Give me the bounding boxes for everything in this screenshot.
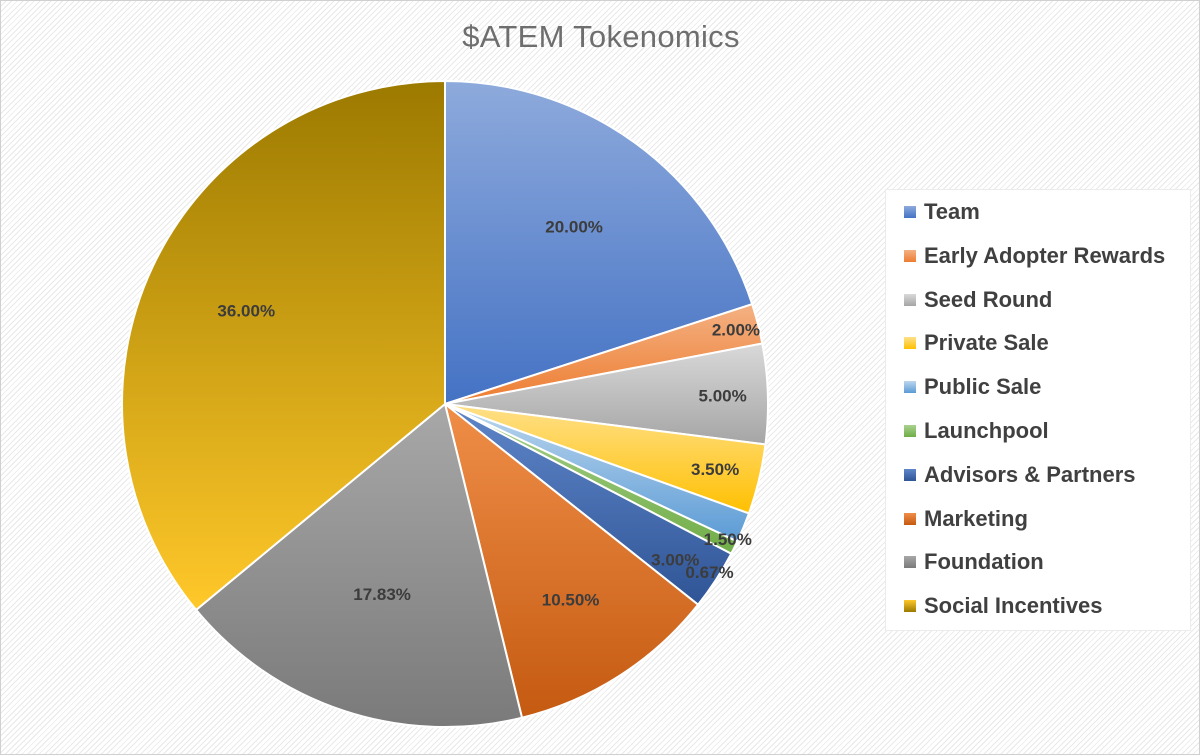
legend-label: Marketing <box>924 505 1028 531</box>
legend-swatch <box>904 249 916 262</box>
legend-item-foundation: Foundation <box>904 548 1044 576</box>
legend-label: Public Sale <box>924 374 1042 400</box>
pie-slice-team <box>444 79 754 406</box>
legend-label: Team <box>924 199 980 224</box>
legend-item-public-sale: Public Sale <box>904 373 1041 401</box>
legend-label: Launchpool <box>924 418 1049 443</box>
legend-swatch <box>904 293 916 306</box>
legend-swatch <box>904 468 916 481</box>
legend-label: Social Incentives <box>924 593 1103 619</box>
legend-item-early-adopter-rewards: Early Adopter Rewards <box>904 242 1165 270</box>
data-label-advisors-and-partners: 3.00% <box>651 550 699 569</box>
legend-swatch <box>904 600 916 613</box>
legend-swatch <box>904 512 916 525</box>
data-label-private-sale: 3.50% <box>691 460 739 479</box>
chart-title: $ATEM Tokenomics <box>462 19 740 54</box>
data-label-social-incentives: 36.00% <box>217 301 275 320</box>
legend-swatch <box>904 381 916 394</box>
legend: Team Early Adopter Rewards Seed Round Priva… <box>885 189 1191 631</box>
legend-item-team: Team <box>904 198 980 226</box>
legend-item-marketing: Marketing <box>904 505 1028 533</box>
data-label-early-adopter-rewards: 2.00% <box>712 320 760 339</box>
legend-label: Private Sale <box>924 330 1049 356</box>
legend-item-seed-round: Seed Round <box>904 286 1052 314</box>
data-label-marketing: 10.50% <box>542 591 600 610</box>
legend-label: Seed Round <box>924 286 1053 312</box>
pie-slice-social-incentives <box>121 79 446 612</box>
data-label-team: 20.00% <box>545 217 603 236</box>
legend-label: Foundation <box>924 549 1044 575</box>
legend-item-private-sale: Private Sale <box>904 329 1049 357</box>
legend-swatch <box>904 337 916 350</box>
legend-swatch <box>904 556 916 569</box>
pie-slice-foundation <box>194 402 524 728</box>
data-label-foundation: 17.83% <box>353 585 411 604</box>
data-label-seed-round: 5.00% <box>699 386 747 405</box>
legend-item-launchpool: Launchpool <box>904 417 1049 445</box>
data-label-public-sale: 1.50% <box>704 530 752 549</box>
legend-item-advisors-and-partners: Advisors & Partners <box>904 461 1136 489</box>
legend-swatch <box>904 425 916 437</box>
pie-slice-marketing <box>443 401 700 719</box>
legend-swatch <box>904 206 916 218</box>
legend-label: Advisors & Partners <box>924 461 1136 487</box>
data-label-launchpool: 0.67% <box>685 563 733 582</box>
legend-label: Early Adopter Rewards <box>924 242 1166 268</box>
legend-item-social-incentives: Social Incentives <box>904 592 1103 620</box>
